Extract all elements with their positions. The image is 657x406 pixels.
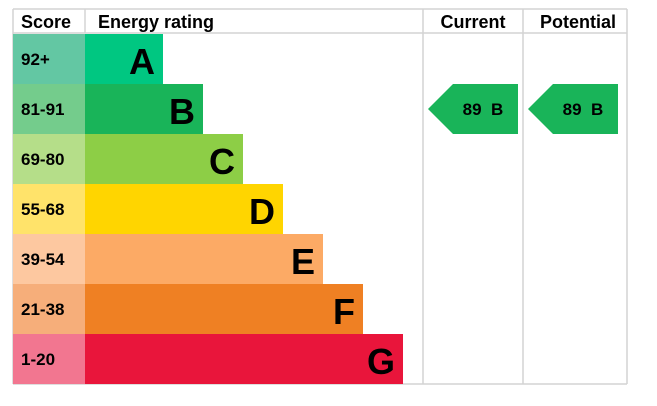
score-cell bbox=[13, 134, 85, 184]
score-label: 21-38 bbox=[21, 300, 64, 319]
header-energy-rating: Energy rating bbox=[98, 12, 214, 32]
score-label: 55-68 bbox=[21, 200, 64, 219]
current-rating-label: 89 B bbox=[463, 100, 504, 119]
rating-letter: G bbox=[367, 341, 395, 382]
rating-bar-G bbox=[85, 334, 403, 384]
rating-letter: E bbox=[291, 241, 315, 282]
rating-bar-D bbox=[85, 184, 283, 234]
score-cell bbox=[13, 34, 85, 84]
score-cell bbox=[13, 184, 85, 234]
rating-letter: C bbox=[209, 141, 235, 182]
score-label: 81-91 bbox=[21, 100, 64, 119]
potential-rating-arrow bbox=[528, 84, 618, 134]
score-cell bbox=[13, 284, 85, 334]
potential-rating-label: 89 B bbox=[563, 100, 604, 119]
rating-letter: D bbox=[249, 191, 275, 232]
rating-letter: A bbox=[129, 41, 155, 82]
score-cell bbox=[13, 234, 85, 284]
header-potential: Potential bbox=[540, 12, 616, 32]
score-label: 39-54 bbox=[21, 250, 65, 269]
rating-bar-C bbox=[85, 134, 243, 184]
score-label: 1-20 bbox=[21, 350, 55, 369]
header-current: Current bbox=[440, 12, 505, 32]
rating-bar-B bbox=[85, 84, 203, 134]
rating-bar-A bbox=[85, 34, 163, 84]
score-cell bbox=[13, 84, 85, 134]
score-label: 69-80 bbox=[21, 150, 64, 169]
header-score: Score bbox=[21, 12, 71, 32]
rating-bar-E bbox=[85, 234, 323, 284]
score-label: 92+ bbox=[21, 50, 50, 69]
rating-letter: F bbox=[333, 291, 355, 332]
current-rating-arrow bbox=[428, 84, 518, 134]
rating-bar-F bbox=[85, 284, 363, 334]
score-cell bbox=[13, 334, 85, 384]
rating-letter: B bbox=[169, 91, 195, 132]
